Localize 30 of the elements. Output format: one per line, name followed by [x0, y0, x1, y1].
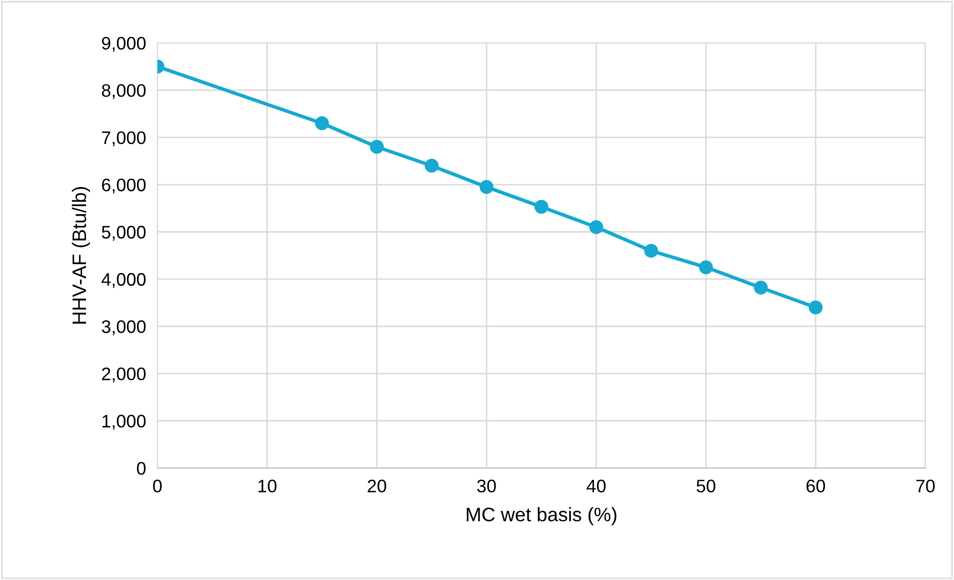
x-tick-label: 70	[916, 480, 935, 492]
point	[589, 220, 604, 234]
x-tick-label: 30	[477, 480, 496, 492]
x-tick-label: 40	[586, 480, 606, 492]
x-tick-label: 0	[153, 480, 162, 492]
y-tick-label: 6,000	[102, 178, 146, 194]
y-axis-title: HHV-AF (Btu/lb)	[72, 187, 90, 324]
y-tick-label: 5,000	[102, 226, 146, 241]
point	[699, 260, 713, 274]
point	[644, 244, 658, 258]
y-tick-label: 0	[136, 462, 146, 475]
x-tick-label: 60	[806, 480, 826, 492]
point	[424, 158, 439, 173]
x-tick-label: 20	[368, 480, 386, 492]
y-tick-label: 2,000	[102, 368, 146, 382]
y-tick-label: 4,000	[102, 273, 146, 288]
point	[480, 180, 494, 194]
point	[370, 140, 384, 154]
y-tick-label: 9,000	[102, 36, 146, 52]
y-tick-label: 1,000	[102, 414, 146, 430]
point	[534, 200, 548, 214]
x-tick-label: 10	[258, 480, 276, 492]
point	[754, 280, 768, 295]
y-tick-label: 7,000	[102, 131, 146, 146]
x-tick-label: 50	[696, 480, 716, 492]
point	[315, 116, 329, 130]
y-tick-label: 3,000	[102, 320, 146, 336]
x-axis-title: MC wet basis (%)	[466, 507, 616, 526]
point	[808, 300, 823, 314]
y-tick-label: 8,000	[102, 84, 146, 100]
